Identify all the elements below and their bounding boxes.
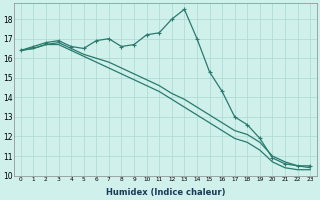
X-axis label: Humidex (Indice chaleur): Humidex (Indice chaleur) xyxy=(106,188,225,197)
